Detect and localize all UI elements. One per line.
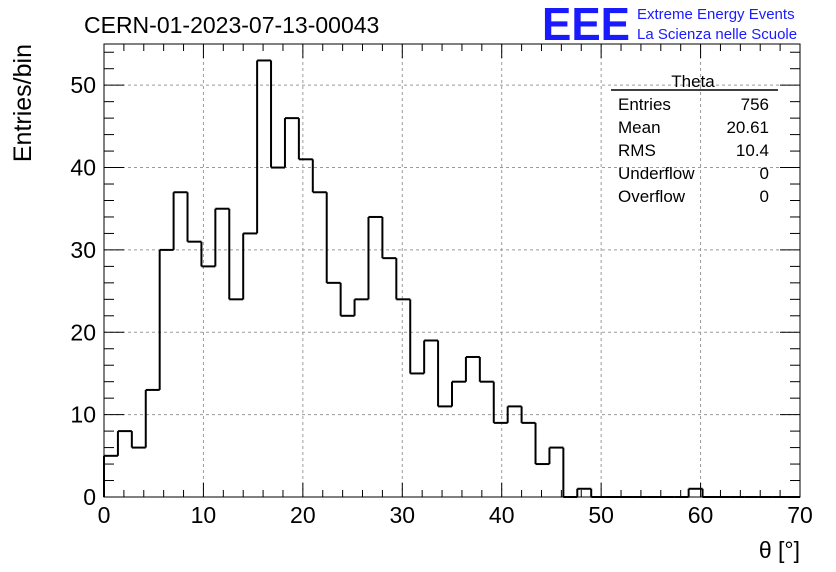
x-tick-label: 40 <box>489 502 515 528</box>
x-tick-label: 10 <box>191 502 217 528</box>
logo-line-1: Extreme Energy Events <box>637 6 795 23</box>
axis-ticks <box>103 44 801 498</box>
stats-box: Theta Entries 756 Mean 20.61 RMS 10.4 Un… <box>611 72 778 206</box>
stats-label-entries: Entries <box>618 95 671 114</box>
x-axis-label: θ [°] <box>759 537 800 563</box>
stats-value-overflow: 0 <box>760 187 769 206</box>
x-tick-label: 0 <box>98 502 111 528</box>
grid-lines <box>104 44 800 497</box>
y-tick-label: 20 <box>70 319 96 345</box>
x-tick-label: 70 <box>787 502 813 528</box>
stats-value-entries: 756 <box>741 95 769 114</box>
x-tick-label: 20 <box>290 502 316 528</box>
stats-value-rms: 10.4 <box>736 141 769 160</box>
y-tick-labels: 0 10 20 30 40 50 <box>70 72 96 510</box>
run-title: CERN-01-2023-07-13-00043 <box>84 12 379 38</box>
stats-value-underflow: 0 <box>760 164 769 183</box>
plot-frame <box>103 43 801 498</box>
stats-label-underflow: Underflow <box>618 164 695 183</box>
stats-label-mean: Mean <box>618 118 661 137</box>
stats-label-overflow: Overflow <box>618 187 686 206</box>
y-tick-label: 0 <box>83 484 96 510</box>
stats-value-mean: 20.61 <box>726 118 769 137</box>
x-tick-label: 50 <box>588 502 614 528</box>
histogram-bars <box>103 59 800 498</box>
x-tick-label: 60 <box>688 502 714 528</box>
y-axis-label: Entries/bin <box>9 44 37 162</box>
y-tick-label: 10 <box>70 402 96 428</box>
eee-logo: EEE <box>542 0 630 50</box>
y-tick-label: 40 <box>70 155 96 181</box>
y-tick-label: 50 <box>70 72 96 98</box>
y-tick-label: 30 <box>70 237 96 263</box>
x-tick-label: 30 <box>389 502 415 528</box>
stats-label-rms: RMS <box>618 141 656 160</box>
stats-title: Theta <box>671 72 715 91</box>
logo-line-2: La Scienza nelle Scuole <box>637 26 797 43</box>
x-tick-labels: 0 10 20 30 40 50 60 70 <box>98 502 813 528</box>
